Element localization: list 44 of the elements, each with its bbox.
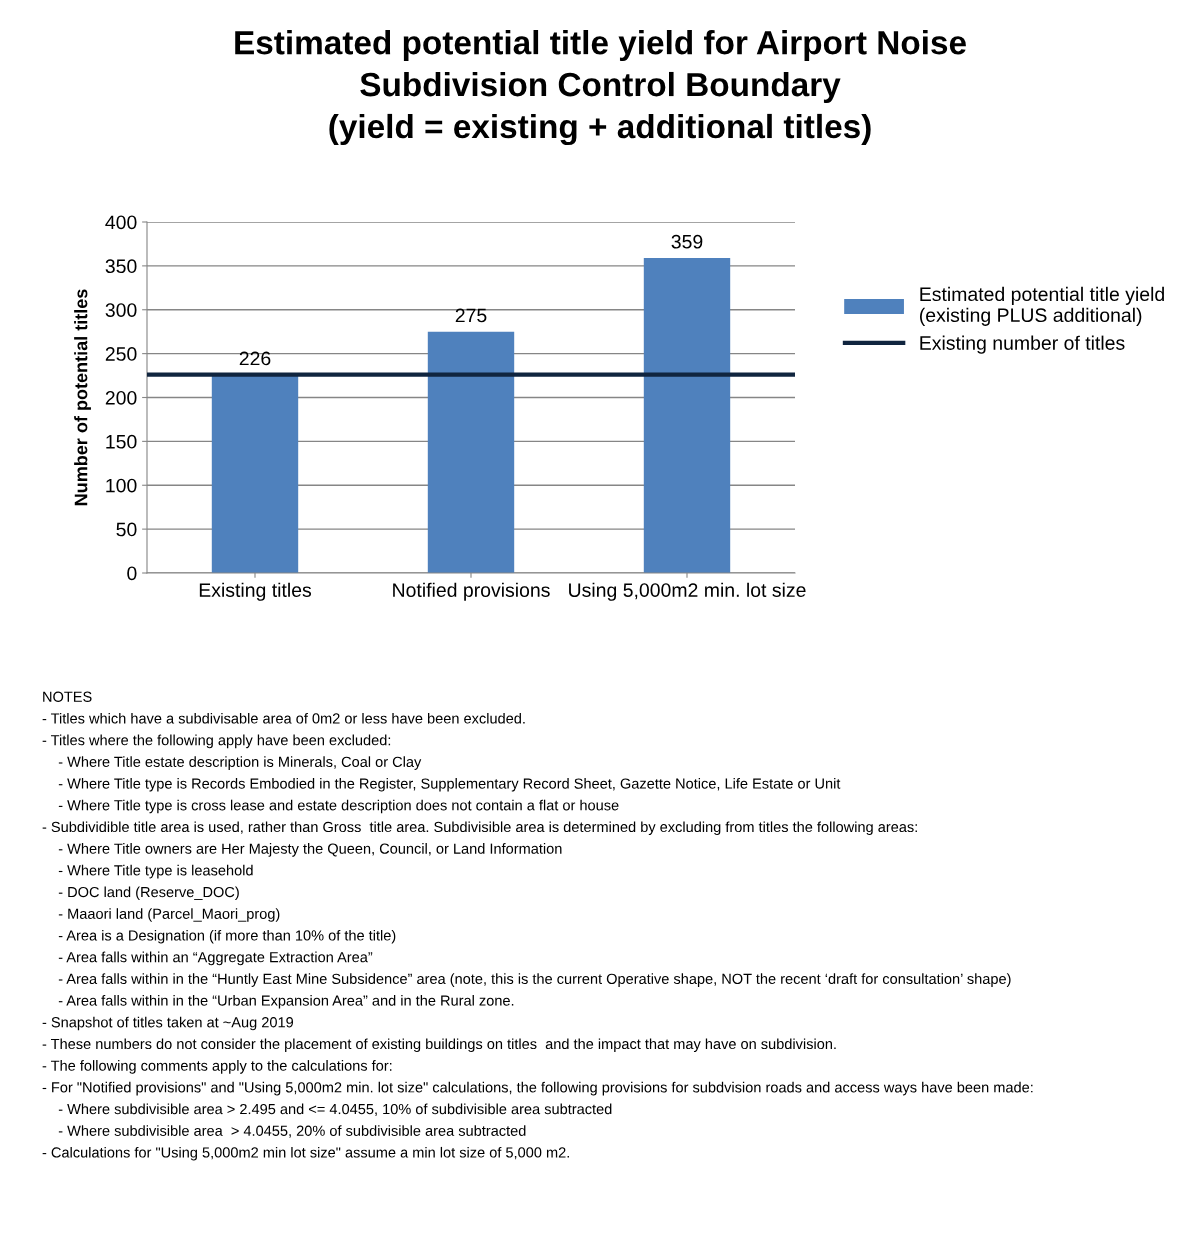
bar bbox=[211, 374, 299, 573]
text: - Where Title owners are Her Majesty the Queen, Council, or Land Information bbox=[58, 843, 562, 857]
text: - Where Title estate description is Minerals, Coal or Clay bbox=[58, 756, 422, 770]
bar bbox=[427, 331, 515, 573]
chart-title: Estimated potential title yield for Airport Noise Subdivision Control Boundary (yield = existing + additional titles) bbox=[235, 30, 966, 146]
text: - For "Notified provisions" and "Using 5,000m2 min. lot size" calculations, the following provisions for subdvision roads and access ways have been made: bbox=[42, 1081, 1033, 1096]
text: NOTES bbox=[43, 691, 92, 702]
text: - Area falls within in the “Urban Expansion Area” and in the Rural zone. bbox=[58, 995, 514, 1009]
data-label: 359 bbox=[671, 234, 703, 249]
text: - These numbers do not consider the placement of existing buildings on titles and the impact that may have on subdivision. bbox=[42, 1038, 836, 1052]
text: - Where Title type is Records Embodied in the Register, Supplementary Record Sheet, Gazette Notice, Life Estate or Unit bbox=[58, 778, 841, 792]
y-tick-label: 200 bbox=[105, 390, 137, 405]
legend-label: Existing number of titles bbox=[920, 335, 1125, 354]
y-tick-label: 250 bbox=[105, 347, 137, 361]
text: - The following comments apply to the calculations for: bbox=[42, 1060, 392, 1074]
data-label: 275 bbox=[455, 308, 487, 323]
text: - Where Title type is cross lease and estate description does not contain a flat or house bbox=[58, 799, 619, 814]
y-tick-label: 400 bbox=[105, 215, 137, 230]
text: - Where subdivisible area > 2.495 and <= 4.0455, 10% of subdivisible area subtracted bbox=[58, 1103, 612, 1116]
text: - Area falls within an “Aggregate Extraction Area” bbox=[58, 951, 373, 966]
y-tick-label: 150 bbox=[106, 434, 137, 449]
text: - Subdividible title area is used, rather than Gross title area. Subdivisible area is determined by excluding from titles the following areas: bbox=[42, 821, 917, 835]
y-axis-title: Number of potential titles bbox=[74, 289, 91, 506]
y-tick-label: 50 bbox=[116, 522, 137, 537]
y-tick-label: 0 bbox=[127, 566, 137, 581]
x-tick-label: Existing titles bbox=[199, 582, 312, 601]
text: - Calculations for "Using 5,000m2 min lot size" assume a min lot size of 5,000 m2. bbox=[42, 1146, 569, 1161]
text: - Titles where the following apply have been excluded: bbox=[42, 734, 391, 749]
y-tick-label: 300 bbox=[105, 303, 137, 317]
text: - Titles which have a subdivisable area of 0m2 or less have been excluded. bbox=[42, 712, 525, 724]
text: - Area falls within in the “Huntly East Mine Subsidence” area (note, this is the current Operative shape, NOT the recent ‘draft for consultation’ shape) bbox=[58, 973, 1011, 987]
text: - Maaori land (Parcel_Maori_prog) bbox=[58, 908, 280, 922]
text: - Where Title type is leasehold bbox=[58, 864, 253, 879]
x-tick-label: Notified provisions bbox=[393, 582, 550, 601]
text: - Snapshot of titles taken at ~Aug 2019 bbox=[42, 1016, 294, 1031]
text: - Area is a Designation (if more than 10% of the title) bbox=[58, 929, 396, 944]
legend-label: Estimated potential title yield (existing PLUS additional) bbox=[919, 286, 1164, 326]
text: - Where subdivisible area > 4.0455, 20% of subdivisible area subtracted bbox=[58, 1125, 526, 1138]
x-tick-label: Using 5,000m2 min. lot size bbox=[569, 582, 806, 601]
y-tick-label: 100 bbox=[106, 478, 137, 493]
data-label: 226 bbox=[239, 351, 271, 366]
y-tick-label: 350 bbox=[105, 259, 137, 274]
text: - DOC land (Reserve_DOC) bbox=[58, 886, 239, 901]
bar bbox=[643, 257, 731, 573]
